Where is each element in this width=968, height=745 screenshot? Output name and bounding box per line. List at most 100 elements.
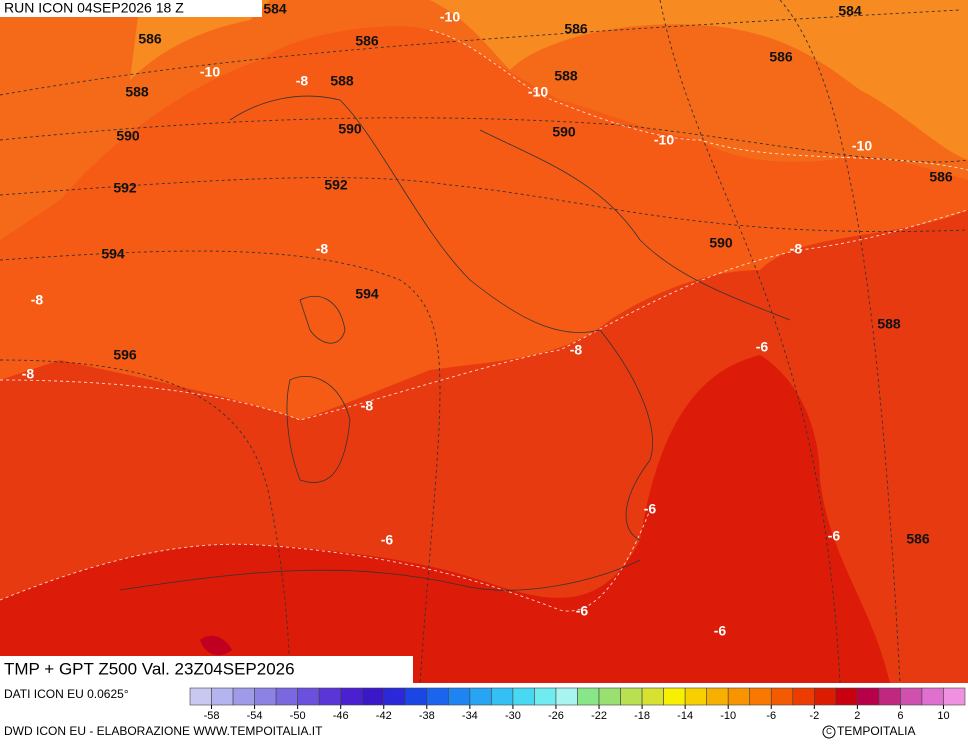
colorbar: -58 -54 -50 -46 -42 -38 -34 -30 -26 -22 -18 -14 -10-…	[189, 687, 966, 722]
temperature-label: -8	[22, 366, 35, 382]
colorbar-cell	[491, 687, 514, 706]
logo: TEMPOITALIA	[837, 724, 915, 738]
header-title: RUN ICON 04SEP2026 18 Z	[4, 0, 184, 16]
colorbar-cell	[663, 687, 686, 706]
geopotential-label: 592	[113, 180, 137, 196]
geopotential-label: 586	[929, 169, 953, 185]
colorbar-cell	[383, 687, 406, 706]
colorbar-cell	[792, 687, 815, 706]
colorbar-tick-label: 2	[854, 710, 860, 722]
geopotential-label: 590	[116, 128, 140, 144]
colorbar-tick-label: -30	[505, 710, 521, 722]
geopotential-label: 586	[564, 21, 588, 37]
logo-icon-letter: C	[826, 727, 832, 736]
geopotential-label: 594	[101, 246, 125, 262]
temperature-label: -8	[31, 292, 44, 308]
colorbar-cell	[426, 687, 449, 706]
colorbar-cell	[232, 687, 255, 706]
temperature-label: -6	[714, 623, 727, 639]
geopotential-label: 588	[554, 68, 578, 84]
colorbar-cell	[340, 687, 363, 706]
colorbar-cell	[469, 687, 492, 706]
colorbar-cell	[878, 687, 901, 706]
colorbar-cell	[900, 687, 923, 706]
colorbar-cell	[749, 687, 772, 706]
geopotential-label: 586	[138, 31, 162, 47]
geopotential-label: 588	[877, 316, 901, 332]
temperature-label: -8	[361, 398, 374, 414]
colorbar-tick-label: -14	[677, 710, 693, 722]
geopotential-label: 590	[709, 235, 733, 251]
colorbar-tick-label: -6	[766, 710, 776, 722]
temperature-label: -6	[756, 339, 769, 355]
colorbar-cell	[189, 687, 212, 706]
temperature-label: -10	[200, 64, 220, 80]
hot-region	[0, 355, 890, 683]
geopotential-label: 588	[125, 84, 149, 100]
colorbar-cell	[835, 687, 858, 706]
colorbar-cell	[943, 687, 966, 706]
credit: DWD ICON EU - ELABORAZIONE WWW.TEMPOITAL…	[4, 724, 323, 738]
temperature-label: -10	[852, 138, 872, 154]
temperature-label: -6	[381, 532, 394, 548]
temperature-label: -8	[570, 342, 583, 358]
colorbar-tick-label: -38	[419, 710, 435, 722]
logo-icon	[822, 725, 836, 739]
colorbar-cell	[254, 687, 277, 706]
colorbar-cell	[620, 687, 643, 706]
colorbar-cell	[512, 687, 535, 706]
colorbar-tick-label: -34	[462, 710, 478, 722]
temperature-label: -10	[440, 9, 460, 25]
colorbar-cell	[275, 687, 298, 706]
temperature-label: -6	[644, 501, 657, 517]
colorbar-cell	[361, 687, 385, 706]
colorbar-cell	[857, 687, 880, 706]
colorbar-cell	[404, 687, 428, 706]
product-box	[0, 656, 413, 683]
colorbar-tick-label: -42	[376, 710, 392, 722]
geopotential-label: 590	[338, 121, 362, 137]
cool-region	[430, 0, 968, 160]
colorbar-cell	[684, 687, 707, 706]
colorbar-cell	[297, 687, 320, 706]
warm-region	[0, 0, 968, 240]
colorbar-cell	[534, 687, 557, 706]
source: DATI ICON EU 0.0625°	[4, 687, 129, 701]
geopotential-label: 596	[113, 347, 137, 363]
colorbar-tick-label: 6	[897, 710, 903, 722]
colorbar-tick-label: -54	[247, 710, 263, 722]
temperature-label: -10	[528, 84, 548, 100]
temperature-label: -8	[316, 241, 329, 257]
colorbar-cell	[555, 687, 578, 706]
geopotential-label: 592	[324, 177, 348, 193]
colorbar-cell	[814, 687, 837, 706]
geopotential-label: 586	[355, 33, 379, 49]
temperature-label: -8	[296, 73, 309, 89]
colorbar-cell	[448, 687, 471, 706]
geopotential-label: 586	[769, 49, 793, 65]
colorbar-cell	[598, 687, 621, 706]
geopotential-label: 594	[355, 286, 379, 302]
map	[0, 0, 968, 684]
colorbar-cell	[706, 687, 729, 706]
colorbar-tick-label: -26	[548, 710, 564, 722]
geopotential-label: 586	[906, 531, 930, 547]
colorbar-cell	[211, 687, 234, 706]
colorbar-tick-label: -10	[720, 710, 736, 722]
temperature-label: -6	[828, 528, 841, 544]
temperature-label: -10	[654, 132, 674, 148]
map-labels: 584 -10 586 584 586 586 -10 588 586 588 -8 588 -10 59…	[22, 1, 953, 639]
geopotential-label: 588	[330, 73, 354, 89]
colorbar-cell	[577, 687, 600, 706]
temperature-label: -6	[576, 603, 589, 619]
colorbar-cell	[921, 687, 944, 706]
cool-region	[130, 0, 270, 80]
colorbar-tick-label: -50	[290, 710, 306, 722]
colorbar-tick-label: -22	[591, 710, 607, 722]
colorbar-tick-label: -2	[809, 710, 819, 722]
colorbar-tick-label: 10	[937, 710, 949, 722]
temperature-label: -8	[790, 241, 803, 257]
colorbar-tick-label: -18	[634, 710, 650, 722]
colorbar-cell	[318, 687, 341, 706]
